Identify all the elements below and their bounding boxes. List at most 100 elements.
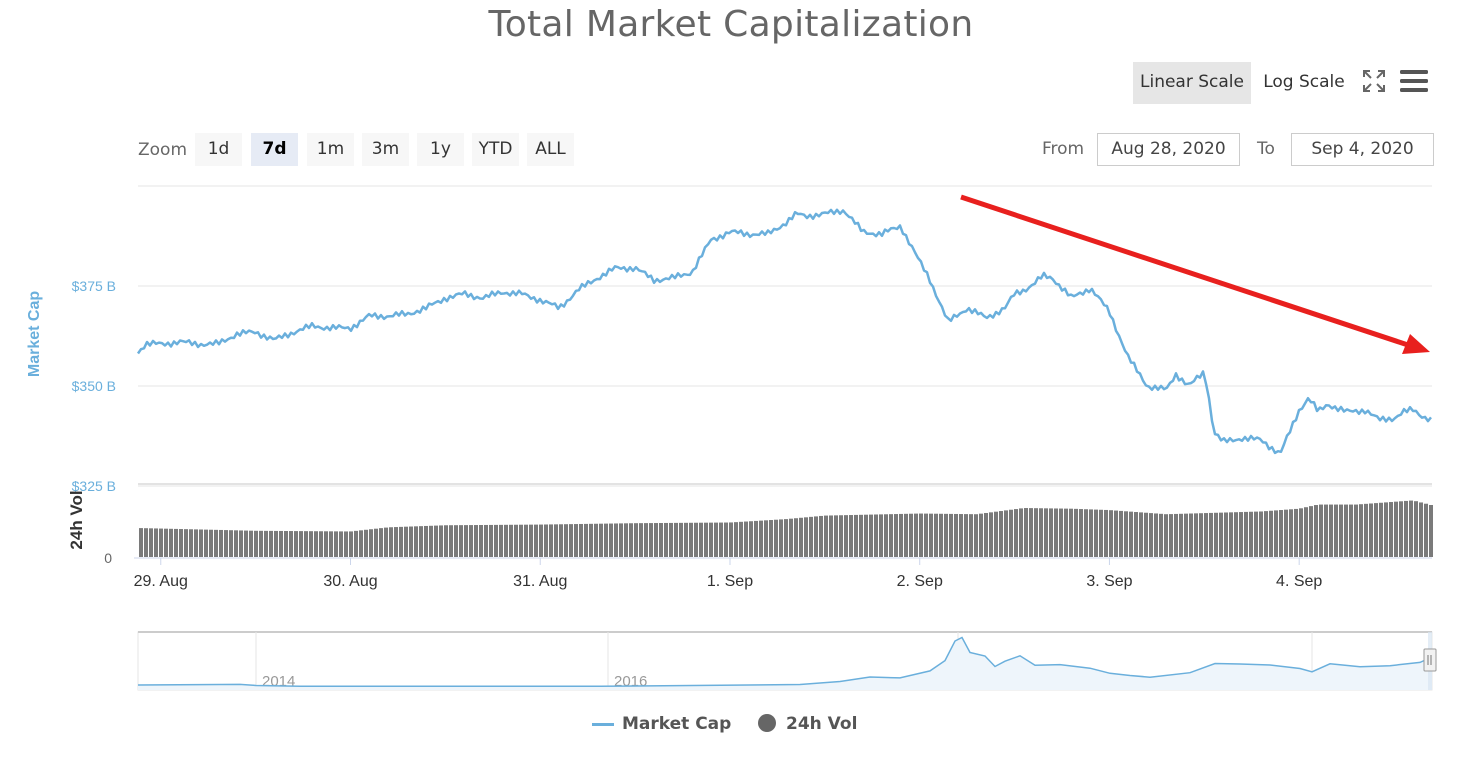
volume-bar: [434, 525, 438, 557]
volume-bar: [889, 514, 893, 557]
volume-bar: [559, 524, 563, 557]
volume-bar: [449, 525, 453, 557]
volume-bar: [644, 523, 648, 557]
volume-bar: [984, 512, 988, 557]
volume-bar: [469, 525, 473, 557]
volume-bar: [739, 521, 743, 557]
volume-bar: [809, 516, 813, 557]
volume-bar: [214, 529, 218, 557]
volume-bar: [309, 531, 313, 557]
volume-bar: [394, 527, 398, 557]
linear-scale-button[interactable]: Linear Scale: [1133, 62, 1251, 104]
volume-bar: [1299, 508, 1303, 557]
volume-bar: [269, 530, 273, 557]
volume-bar: [139, 528, 143, 557]
trend-arrow-head: [1402, 334, 1430, 354]
volume-bar: [549, 524, 553, 557]
volume-bar: [1034, 508, 1038, 557]
volume-bar: [509, 524, 513, 557]
to-date-input[interactable]: Sep 4, 2020: [1291, 133, 1434, 166]
x-tick-label: 3. Sep: [1086, 573, 1132, 590]
zoom-all-button[interactable]: ALL: [527, 133, 574, 166]
volume-bar: [1279, 510, 1283, 557]
volume-bar: [529, 524, 533, 557]
log-scale-button[interactable]: Log Scale: [1263, 72, 1345, 92]
volume-bar: [759, 520, 763, 557]
volume-bar: [899, 513, 903, 557]
volume-bar: [599, 523, 603, 557]
volume-bar: [284, 531, 288, 557]
volume-bar: [299, 531, 303, 557]
volume-bar: [604, 523, 608, 557]
chart-title: Total Market Capitalization: [488, 4, 974, 45]
volume-bar: [1169, 514, 1173, 557]
legend-volume[interactable]: 24h Vol: [758, 714, 857, 734]
from-date-input[interactable]: Aug 28, 2020: [1097, 133, 1240, 166]
trend-arrow-line: [960, 194, 1409, 348]
volume-bar: [1189, 513, 1193, 557]
volume-bar: [1139, 512, 1143, 557]
volume-bar: [1384, 502, 1388, 557]
volume-bar: [764, 520, 768, 557]
zoom-label: Zoom: [138, 140, 188, 160]
volume-bar: [829, 515, 833, 557]
x-tick-label: 30. Aug: [323, 573, 377, 590]
legend-market-cap[interactable]: Market Cap: [592, 714, 731, 734]
volume-bar: [1234, 512, 1238, 557]
volume-bar: [369, 529, 373, 557]
volume-bar: [1284, 509, 1288, 557]
volume-bar: [1049, 508, 1053, 557]
volume-bar: [1204, 513, 1208, 557]
volume-bar: [1099, 509, 1103, 557]
volume-bar: [724, 522, 728, 557]
x-tick-label: 31. Aug: [513, 573, 567, 590]
fullscreen-icon[interactable]: [1362, 69, 1386, 93]
volume-bar: [499, 524, 503, 557]
volume-bar: [1329, 504, 1333, 557]
x-tick-label: 1. Sep: [707, 573, 753, 590]
volume-bar: [1199, 513, 1203, 557]
volume-bar: [1254, 511, 1258, 557]
volume-bar: [464, 525, 468, 557]
volume-bar: [1274, 510, 1278, 557]
zoom-1y-button[interactable]: 1y: [417, 133, 464, 166]
volume-bar: [379, 528, 383, 557]
zoom-7d-button[interactable]: 7d: [251, 133, 298, 166]
zoom-3m-button[interactable]: 3m: [362, 133, 409, 166]
volume-bar: [264, 530, 268, 557]
volume-bar: [454, 525, 458, 557]
volume-bar: [334, 531, 338, 557]
volume-bar: [459, 525, 463, 557]
zoom-ytd-button[interactable]: YTD: [472, 133, 519, 166]
volume-bar: [914, 513, 918, 557]
volume-bar: [1134, 512, 1138, 557]
volume-bar: [1239, 512, 1243, 557]
volume-bar: [794, 518, 798, 557]
volume-bar: [219, 529, 223, 557]
zoom-1d-button[interactable]: 1d: [195, 133, 242, 166]
volume-bar: [1014, 509, 1018, 557]
volume-bar: [1304, 507, 1308, 557]
volume-bar: [1119, 510, 1123, 557]
volume-bar: [799, 517, 803, 557]
volume-bar: [979, 513, 983, 557]
volume-bar: [1339, 504, 1343, 557]
volume-bar: [929, 513, 933, 557]
volume-bar: [879, 514, 883, 557]
navigator-handle-icon: [1423, 648, 1437, 672]
volume-bar: [1404, 500, 1408, 557]
volume-bar: [579, 523, 583, 557]
volume-bar: [554, 524, 558, 557]
zoom-1m-button[interactable]: 1m: [307, 133, 354, 166]
volume-bar: [1379, 502, 1383, 557]
volume-bar: [1024, 508, 1028, 557]
volume-bar: [1334, 504, 1338, 557]
volume-bar: [209, 529, 213, 557]
volume-bar: [1149, 513, 1153, 557]
volume-bar: [1129, 511, 1133, 557]
volume-bar: [1424, 503, 1428, 557]
volume-bar: [849, 515, 853, 557]
hamburger-menu-icon[interactable]: [1400, 69, 1430, 93]
volume-bar: [344, 531, 348, 557]
